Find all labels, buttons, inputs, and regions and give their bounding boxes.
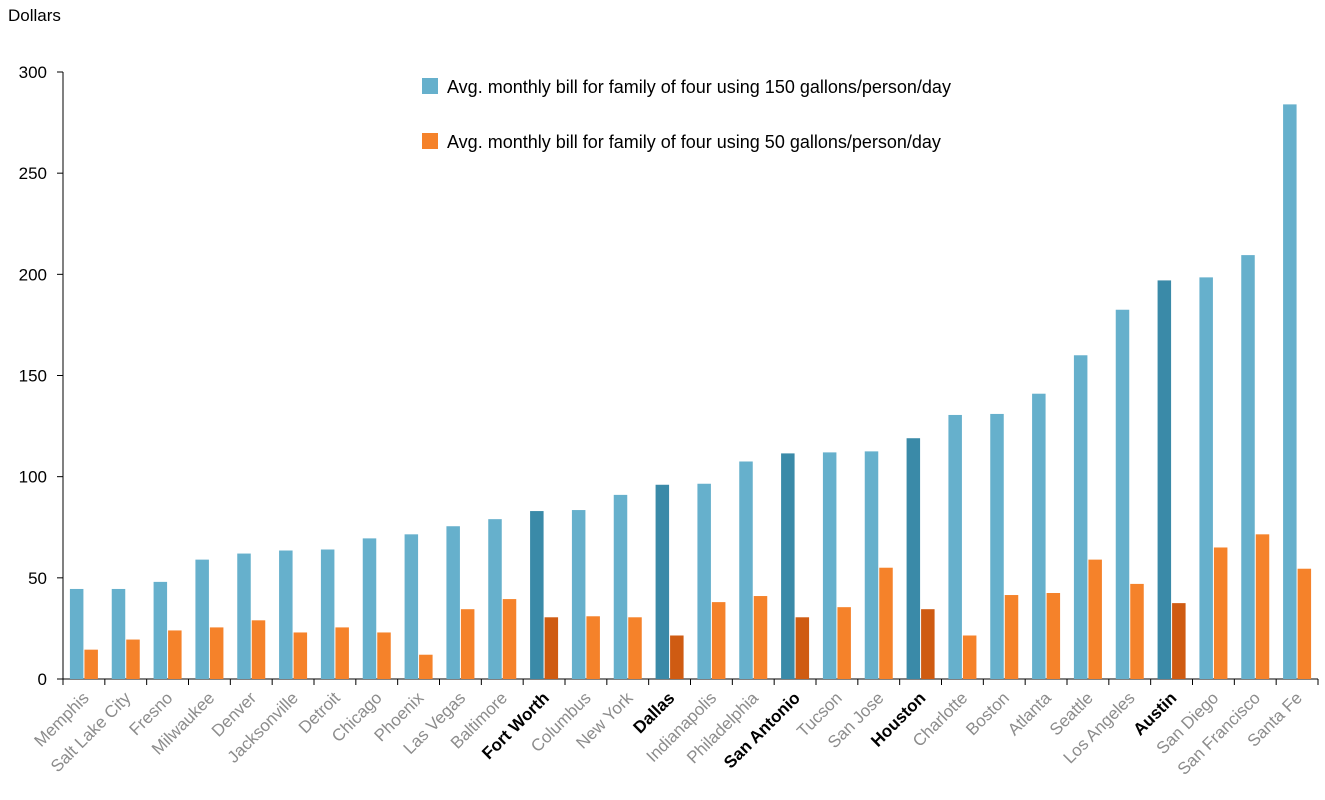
bar-150gal-salt-lake-city [111, 588, 126, 679]
bar-150gal-san-diego [1199, 277, 1213, 679]
bar-150gal-fresno [153, 581, 168, 679]
bar-150gal-san-jose [864, 451, 879, 679]
category-label-atlanta: Atlanta [1004, 688, 1055, 739]
bar-150gal-philadelphia [739, 461, 753, 679]
bar-150gal-dallas [655, 484, 670, 679]
bar-150gal-phoenix [404, 534, 419, 679]
y-tick-label: 250 [19, 164, 47, 183]
bar-50gal-phoenix [419, 654, 433, 679]
bar-50gal-boston [1004, 595, 1019, 679]
bar-150gal-milwaukee [195, 559, 209, 679]
y-tick-label: 150 [19, 367, 47, 386]
bar-150gal-chicago [362, 538, 377, 679]
bar-150gal-boston [990, 413, 1004, 679]
bar-150gal-los-angeles [1115, 309, 1130, 679]
bar-150gal-tucson [822, 452, 837, 679]
bar-150gal-new-york [613, 494, 628, 679]
bar-50gal-new-york [628, 617, 642, 679]
bar-50gal-houston [921, 609, 935, 679]
bar-150gal-houston [906, 438, 921, 679]
bar-50gal-fort-worth [544, 617, 559, 679]
bar-150gal-denver [237, 553, 251, 679]
bar-50gal-baltimore [502, 599, 517, 679]
bar-50gal-milwaukee [209, 627, 224, 679]
bar-150gal-jacksonville [279, 550, 293, 679]
y-tick-label: 100 [19, 468, 47, 487]
bar-50gal-tucson [837, 607, 851, 679]
bar-150gal-san-antonio [781, 453, 795, 679]
bar-50gal-charlotte [962, 635, 977, 679]
bar-50gal-fresno [168, 630, 182, 679]
bar-50gal-philadelphia [753, 596, 768, 679]
bar-150gal-seattle [1073, 355, 1088, 679]
bar-50gal-memphis [84, 649, 98, 679]
bar-50gal-atlanta [1046, 593, 1061, 679]
bar-50gal-los-angeles [1130, 583, 1144, 679]
bar-50gal-indianapolis [711, 602, 726, 679]
bar-50gal-seattle [1088, 559, 1102, 679]
bar-150gal-detroit [320, 549, 335, 679]
legend-label-150gal: Avg. monthly bill for family of four usi… [447, 77, 951, 97]
legend-swatch-50gal [422, 133, 438, 149]
bar-150gal-las-vegas [446, 526, 460, 679]
bar-50gal-chicago [377, 632, 391, 679]
bar-50gal-columbus [586, 616, 600, 679]
bar-50gal-las-vegas [460, 609, 475, 679]
bar-150gal-indianapolis [697, 483, 711, 679]
legend-swatch-150gal [422, 78, 438, 94]
bar-50gal-salt-lake-city [126, 639, 140, 679]
bar-150gal-baltimore [488, 519, 502, 679]
bar-150gal-charlotte [948, 414, 962, 679]
bar-150gal-fort-worth [530, 511, 544, 679]
bar-150gal-santa-fe [1283, 104, 1297, 679]
bar-50gal-austin [1172, 603, 1186, 679]
bar-50gal-santa-fe [1297, 568, 1312, 679]
bar-50gal-detroit [335, 627, 349, 679]
legend-label-50gal: Avg. monthly bill for family of four usi… [447, 132, 941, 152]
bar-150gal-columbus [571, 510, 586, 679]
bar-50gal-dallas [670, 635, 684, 679]
y-tick-label: 0 [38, 670, 47, 689]
bar-50gal-denver [251, 620, 266, 679]
bar-50gal-jacksonville [293, 632, 308, 679]
bar-50gal-san-francisco [1255, 534, 1270, 679]
bar-150gal-austin [1157, 280, 1172, 679]
bar-150gal-atlanta [1032, 393, 1046, 679]
y-tick-label: 200 [19, 265, 47, 284]
y-tick-label: 300 [19, 63, 47, 82]
bar-50gal-san-jose [879, 567, 893, 679]
y-tick-label: 50 [28, 569, 47, 588]
bar-50gal-san-diego [1213, 547, 1228, 679]
bar-150gal-memphis [69, 588, 84, 679]
y-axis-unit-label: Dollars [8, 6, 61, 25]
bar-150gal-san-francisco [1241, 255, 1255, 679]
category-label-boston: Boston [962, 688, 1013, 739]
bar-50gal-san-antonio [795, 617, 810, 679]
